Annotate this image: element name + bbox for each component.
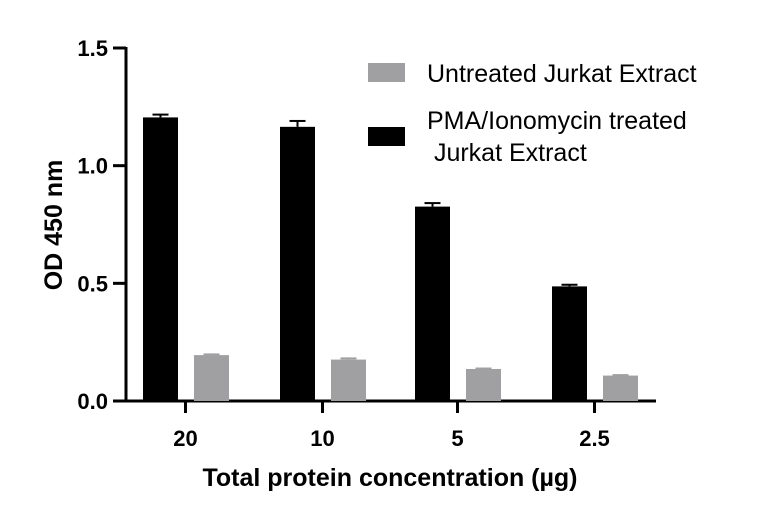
legend-label-treated-line1: PMA/Ionomycin treated bbox=[427, 107, 687, 135]
legend-item-untreated: Untreated Jurkat Extract bbox=[368, 60, 697, 88]
x-axis-title: Total protein concentration (µg) bbox=[202, 464, 577, 492]
y-axis: 0.0 0.5 1.0 1.5 bbox=[77, 36, 128, 414]
y-tick-label: 0.0 bbox=[77, 389, 108, 414]
bar-treated-20 bbox=[143, 113, 178, 401]
x-tick-label: 10 bbox=[310, 426, 334, 451]
bars-group bbox=[143, 113, 638, 401]
x-axis: 20 10 5 2.5 bbox=[125, 399, 656, 451]
legend-label-treated-line2: Jurkat Extract bbox=[427, 139, 587, 167]
bar-treated-10 bbox=[280, 119, 315, 401]
y-tick-label: 1.0 bbox=[77, 154, 108, 179]
legend-item-treated: PMA/Ionomycin treated Jurkat Extract bbox=[368, 107, 687, 167]
legend-label-untreated: Untreated Jurkat Extract bbox=[427, 60, 697, 88]
bar-treated-5 bbox=[415, 202, 450, 401]
legend-swatch-untreated bbox=[368, 63, 405, 82]
y-tick-label: 0.5 bbox=[77, 271, 108, 296]
legend: Untreated Jurkat Extract PMA/Ionomycin t… bbox=[368, 60, 697, 167]
bar-untreated-20 bbox=[194, 353, 229, 401]
bar-untreated-2.5 bbox=[603, 374, 638, 401]
legend-swatch-treated bbox=[368, 127, 405, 146]
y-axis-title: OD 450 nm bbox=[40, 160, 68, 291]
bar-treated-2.5 bbox=[552, 283, 587, 401]
bar-untreated-10 bbox=[331, 357, 366, 401]
x-tick-label: 20 bbox=[173, 426, 197, 451]
bar-untreated-5 bbox=[466, 367, 501, 401]
y-tick-label: 1.5 bbox=[77, 36, 108, 61]
x-tick-label: 5 bbox=[451, 426, 463, 451]
x-tick-label: 2.5 bbox=[579, 426, 610, 451]
